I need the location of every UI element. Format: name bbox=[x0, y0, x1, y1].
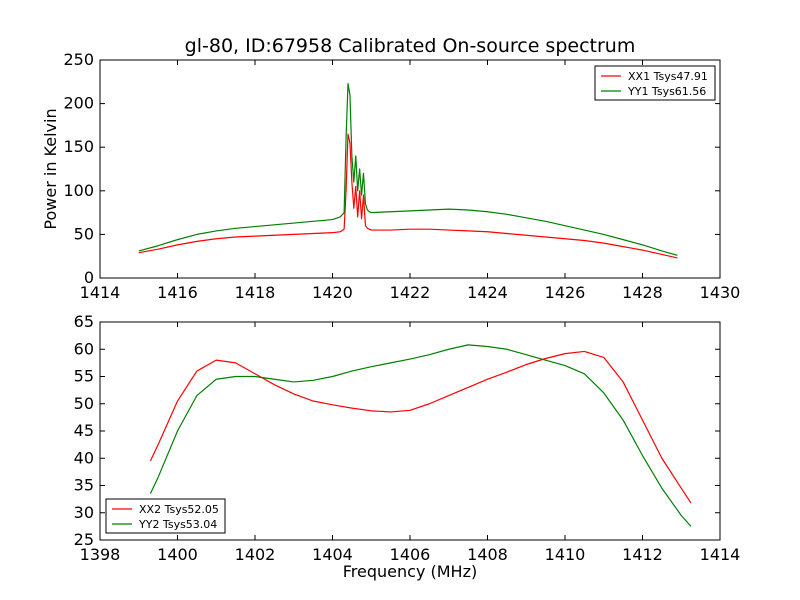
chart-panel-1: 1414 1416 1418 1420 1422 1424 1426 1428 1430 0 50 1… bbox=[41, 35, 740, 302]
y-tick-label: 250 bbox=[63, 50, 94, 69]
x-tick-label: 1420 bbox=[312, 283, 353, 302]
x-axis-label: Frequency (MHz) bbox=[343, 562, 477, 581]
x-tick-label: 1412 bbox=[622, 545, 663, 564]
legend-label: XX1 Tsys47.91 bbox=[628, 70, 708, 83]
legend-label: YY2 Tsys53.04 bbox=[138, 518, 217, 531]
x-tick-label: 1428 bbox=[622, 283, 663, 302]
x-tick-label: 1410 bbox=[545, 545, 586, 564]
x-tick-label: 1408 bbox=[467, 545, 508, 564]
y-tick-label: 30 bbox=[74, 503, 94, 522]
y-tick-label: 65 bbox=[74, 312, 94, 331]
x-tick-label: 1414 bbox=[80, 283, 121, 302]
y-tick-label: 0 bbox=[84, 268, 94, 287]
y-tick-label: 100 bbox=[63, 181, 94, 200]
y-tick-label: 25 bbox=[74, 530, 94, 549]
y-tick-label: 150 bbox=[63, 137, 94, 156]
legend-label: YY1 Tsys61.56 bbox=[627, 85, 706, 98]
y-tick-label: 200 bbox=[63, 94, 94, 113]
x-tick-label: 1398 bbox=[80, 545, 121, 564]
y-tick-label: 35 bbox=[74, 476, 94, 495]
x-tick-label: 1430 bbox=[700, 283, 741, 302]
y-tick-label: 45 bbox=[74, 421, 94, 440]
series-line-2-1 bbox=[149, 350, 692, 504]
series-line-2-2 bbox=[149, 344, 692, 527]
y-tick-label: 55 bbox=[74, 367, 94, 386]
legend: XX1 Tsys47.91 YY1 Tsys61.56 bbox=[594, 65, 716, 101]
legend-box bbox=[105, 498, 226, 534]
y-tick-label: 50 bbox=[74, 394, 94, 413]
x-tick-label: 1422 bbox=[390, 283, 431, 302]
x-tick-label: 1402 bbox=[235, 545, 276, 564]
x-tick-label: 1404 bbox=[312, 545, 353, 564]
legend-label: XX2 Tsys52.05 bbox=[139, 503, 219, 516]
x-tick-label: 1426 bbox=[545, 283, 586, 302]
legend-box bbox=[594, 65, 716, 101]
legend: XX2 Tsys52.05 YY2 Tsys53.04 bbox=[105, 498, 226, 534]
y-axis-label: Power in Kelvin bbox=[41, 108, 60, 229]
y-tick-label: 60 bbox=[74, 339, 94, 358]
x-tick-label: 1414 bbox=[700, 545, 741, 564]
y-tick-label: 40 bbox=[74, 448, 94, 467]
x-tick-label: 1400 bbox=[157, 545, 198, 564]
y-tick-label: 50 bbox=[74, 224, 94, 243]
series-line-1-2 bbox=[138, 82, 678, 256]
x-tick-label: 1416 bbox=[157, 283, 198, 302]
x-tick-label: 1424 bbox=[467, 283, 508, 302]
chart-title: gl-80, ID:67958 Calibrated On-source spe… bbox=[185, 35, 636, 57]
series-line-1-1 bbox=[138, 133, 678, 259]
chart-panel-2: 1398 1400 1402 1404 1406 1408 1410 1412 1414 25 30… bbox=[74, 312, 741, 581]
x-tick-label: 1406 bbox=[390, 545, 431, 564]
x-tick-label: 1418 bbox=[235, 283, 276, 302]
